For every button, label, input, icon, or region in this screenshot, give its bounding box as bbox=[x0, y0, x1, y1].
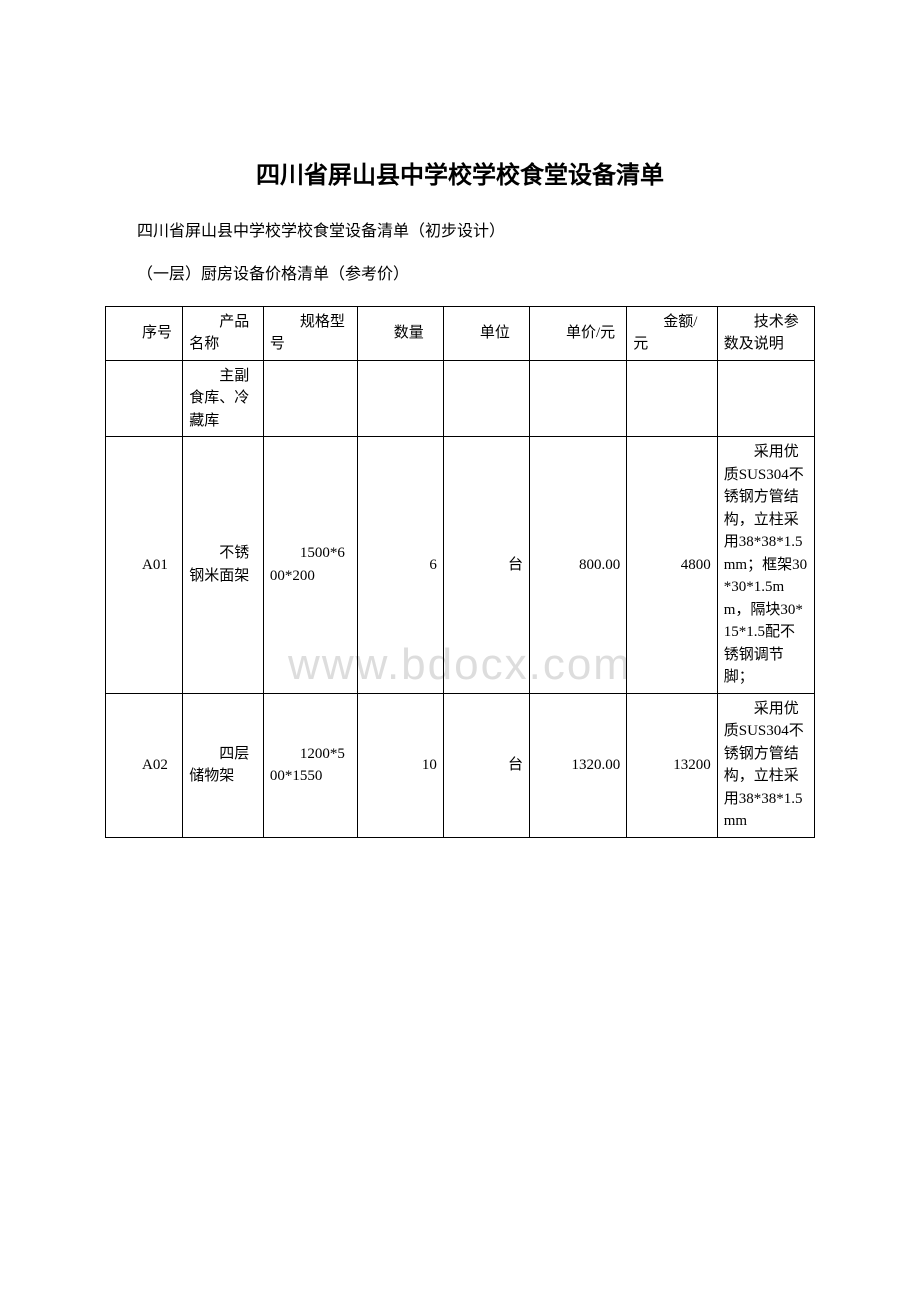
cell-qty: 10 bbox=[357, 693, 443, 837]
cell-amount: 13200 bbox=[627, 693, 718, 837]
section-cell-7 bbox=[627, 360, 718, 437]
subtitle-1: 四川省屏山县中学校学校食堂设备清单（初步设计） bbox=[105, 218, 815, 247]
cell-price: 1320.00 bbox=[530, 693, 627, 837]
header-desc: 技术参数及说明 bbox=[717, 306, 814, 360]
header-amount: 金额/元 bbox=[627, 306, 718, 360]
cell-spec: 1200*500*1550 bbox=[263, 693, 357, 837]
cell-seq: A02 bbox=[106, 693, 183, 837]
cell-product: 不锈钢米面架 bbox=[183, 437, 264, 694]
cell-seq: A01 bbox=[106, 437, 183, 694]
table-row: A02 四层储物架 1200*500*1550 10 台 1320.00 132… bbox=[106, 693, 815, 837]
cell-price: 800.00 bbox=[530, 437, 627, 694]
table-row: A01 不锈钢米面架 1500*600*200 6 台 800.00 4800 … bbox=[106, 437, 815, 694]
header-unit: 单位 bbox=[443, 306, 529, 360]
cell-amount: 4800 bbox=[627, 437, 718, 694]
section-cell-5 bbox=[443, 360, 529, 437]
section-cell-8 bbox=[717, 360, 814, 437]
cell-qty: 6 bbox=[357, 437, 443, 694]
subtitle-2: （一层）厨房设备价格清单（参考价） bbox=[105, 261, 815, 290]
section-cell-6 bbox=[530, 360, 627, 437]
header-price: 单价/元 bbox=[530, 306, 627, 360]
section-cell-2: 主副食库、冷藏库 bbox=[183, 360, 264, 437]
equipment-table: 序号 产品名称 规格型号 数量 单位 单价/元 金额/元 技术参数及说明 主副食… bbox=[105, 306, 815, 838]
section-cell-1 bbox=[106, 360, 183, 437]
table-header-row: 序号 产品名称 规格型号 数量 单位 单价/元 金额/元 技术参数及说明 bbox=[106, 306, 815, 360]
document-page: 四川省屏山县中学校学校食堂设备清单 四川省屏山县中学校学校食堂设备清单（初步设计… bbox=[0, 0, 920, 878]
header-product: 产品名称 bbox=[183, 306, 264, 360]
header-spec: 规格型号 bbox=[263, 306, 357, 360]
cell-desc: 采用优质SUS304不锈钢方管结构，立柱采用38*38*1.5mm；框架30*3… bbox=[717, 437, 814, 694]
section-cell-4 bbox=[357, 360, 443, 437]
page-title: 四川省屏山县中学校学校食堂设备清单 bbox=[105, 155, 815, 190]
cell-unit: 台 bbox=[443, 437, 529, 694]
cell-spec: 1500*600*200 bbox=[263, 437, 357, 694]
section-cell-3 bbox=[263, 360, 357, 437]
cell-unit: 台 bbox=[443, 693, 529, 837]
table-section-row: 主副食库、冷藏库 bbox=[106, 360, 815, 437]
header-seq: 序号 bbox=[106, 306, 183, 360]
cell-desc: 采用优质SUS304不锈钢方管结构，立柱采用38*38*1.5mm bbox=[717, 693, 814, 837]
header-qty: 数量 bbox=[357, 306, 443, 360]
cell-product: 四层储物架 bbox=[183, 693, 264, 837]
